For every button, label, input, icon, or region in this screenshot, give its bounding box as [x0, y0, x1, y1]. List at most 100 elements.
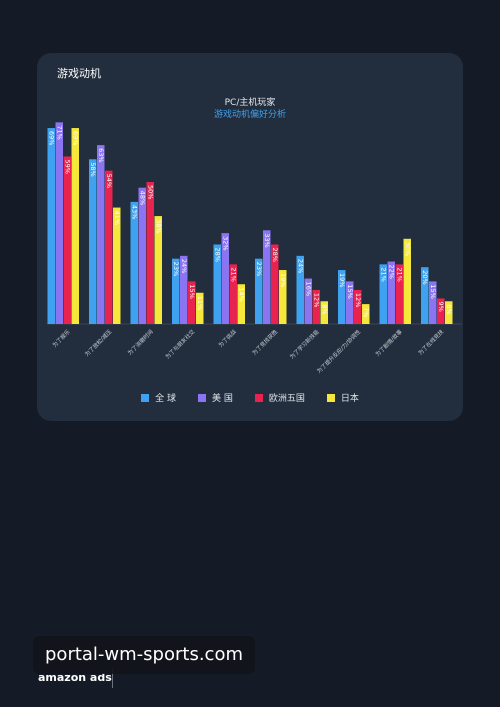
- bar: [213, 244, 221, 324]
- bar: [47, 128, 55, 324]
- chart-card: 游戏动机 PC/主机玩家 游戏动机偏好分析 69% 71% 59% 69% 为了娱乐 58…: [37, 53, 463, 421]
- bar: [105, 170, 113, 324]
- bar-value-label: 63%: [97, 148, 105, 162]
- x-tick-label: 为了在线竞技: [416, 327, 445, 356]
- bar: [97, 145, 105, 324]
- x-tick-label: 为了提升反应/力/协调性: [315, 327, 363, 375]
- x-tick-label: 为了与朋友社交: [163, 327, 196, 360]
- bar: [445, 301, 453, 324]
- watermark-banner: portal-wm-sports.com: [33, 636, 255, 674]
- bar: [55, 122, 63, 324]
- bar: [304, 278, 312, 324]
- bar-value-label: 21%: [230, 267, 238, 281]
- x-tick-label: 为了剧情/故事: [373, 327, 404, 358]
- x-tick-label: 为了学习新技能: [288, 327, 321, 360]
- bar: [196, 292, 204, 324]
- bar-value-label: 71%: [56, 125, 64, 139]
- bar: [421, 267, 429, 324]
- bar-value-label: 12%: [354, 293, 362, 307]
- bar-value-label: 8%: [445, 304, 453, 314]
- x-tick-label: 为了竞技获胜: [250, 327, 279, 356]
- bar-value-label: 50%: [147, 185, 155, 199]
- bar: [255, 258, 263, 324]
- bar: [320, 301, 328, 324]
- bar-value-label: 33%: [263, 233, 271, 247]
- bar-chart: 69% 71%59%69%为了娱乐58%63%54%41%为了放松/减压43%48…: [47, 122, 462, 375]
- bar-value-label: 54%: [105, 174, 113, 188]
- x-tick-label: 为了放松/减压: [83, 327, 114, 358]
- bar-value-label: 28%: [271, 247, 279, 261]
- bar: [338, 270, 346, 324]
- legend-swatch-japan: [326, 393, 335, 402]
- chart-legend: 全 球 美 国 欧洲五国 日本: [37, 391, 463, 404]
- legend-swatch-us: [197, 393, 206, 402]
- bar: [221, 233, 229, 324]
- bar: [387, 261, 395, 324]
- bar-value-label: 24%: [297, 259, 305, 273]
- bar: [237, 284, 245, 324]
- bar: [429, 281, 437, 324]
- bar-value-label: 16%: [305, 282, 313, 296]
- bar: [403, 238, 411, 324]
- bar-value-label: 7%: [362, 307, 370, 317]
- legend-item-us: 美 国: [197, 391, 233, 404]
- bar-value-label: 24%: [180, 259, 188, 273]
- bar-value-label: 30%: [404, 242, 412, 256]
- bar-value-label: 21%: [380, 267, 388, 281]
- legend-swatch-eu5: [254, 393, 263, 402]
- bar: [71, 128, 79, 324]
- bar: [89, 159, 97, 324]
- bar-value-label: 19%: [279, 273, 287, 287]
- legend-label-eu5: 欧洲五国: [268, 394, 305, 404]
- bar: [263, 230, 271, 324]
- legend-item-japan: 日本: [326, 391, 359, 404]
- bar-value-label: 9%: [437, 301, 445, 311]
- bar-value-label: 58%: [89, 162, 97, 176]
- bar-value-label: 43%: [131, 205, 139, 219]
- legend-swatch-global: [141, 393, 150, 402]
- bar: [437, 298, 445, 324]
- bar: [113, 207, 121, 324]
- bar: [312, 289, 320, 324]
- bar: [279, 270, 287, 324]
- bar-value-label: 23%: [255, 262, 263, 276]
- bar-value-label: 20%: [421, 270, 429, 284]
- bar-value-label: 48%: [139, 191, 147, 205]
- bar: [354, 289, 362, 324]
- bar-value-label: 41%: [113, 211, 121, 225]
- chart-title: PC/主机玩家: [224, 98, 276, 108]
- bar-value-label: 11%: [196, 296, 204, 310]
- bar-value-label: 59%: [64, 159, 72, 173]
- bar-value-label: 69%: [72, 131, 80, 145]
- x-tick-label: 为了消磨时间: [126, 328, 155, 357]
- bar: [379, 264, 387, 324]
- bar: [362, 304, 370, 324]
- bar-value-label: 38%: [155, 219, 163, 233]
- footer-divider: [112, 668, 113, 688]
- chart-subtitle: 游戏动机偏好分析: [213, 110, 286, 120]
- x-tick-label: 为了娱乐: [51, 327, 73, 349]
- bar-value-label: 69%: [48, 131, 56, 145]
- legend-label-global: 全 球: [155, 394, 176, 404]
- bar: [180, 255, 188, 324]
- legend-label-us: 美 国: [211, 394, 233, 404]
- x-tick-label: 为了挑战: [217, 327, 239, 349]
- bar: [395, 264, 403, 324]
- bar-value-label: 22%: [388, 265, 396, 279]
- legend-item-global: 全 球: [141, 391, 176, 404]
- bar-value-label: 19%: [338, 273, 346, 287]
- bar: [138, 187, 146, 324]
- bar: [63, 156, 71, 324]
- bar-value-label: 12%: [313, 293, 321, 307]
- bar: [271, 244, 279, 324]
- bar: [130, 201, 138, 324]
- bar: [346, 281, 354, 324]
- bar: [229, 264, 237, 324]
- bar: [154, 216, 162, 324]
- bar-value-label: 23%: [172, 262, 180, 276]
- legend-item-eu5: 欧洲五国: [254, 391, 305, 404]
- card-title: 游戏动机: [57, 67, 101, 80]
- bar-value-label: 8%: [321, 304, 329, 314]
- amazon-ads-logo: amazon ads: [38, 671, 112, 684]
- bar: [296, 255, 304, 324]
